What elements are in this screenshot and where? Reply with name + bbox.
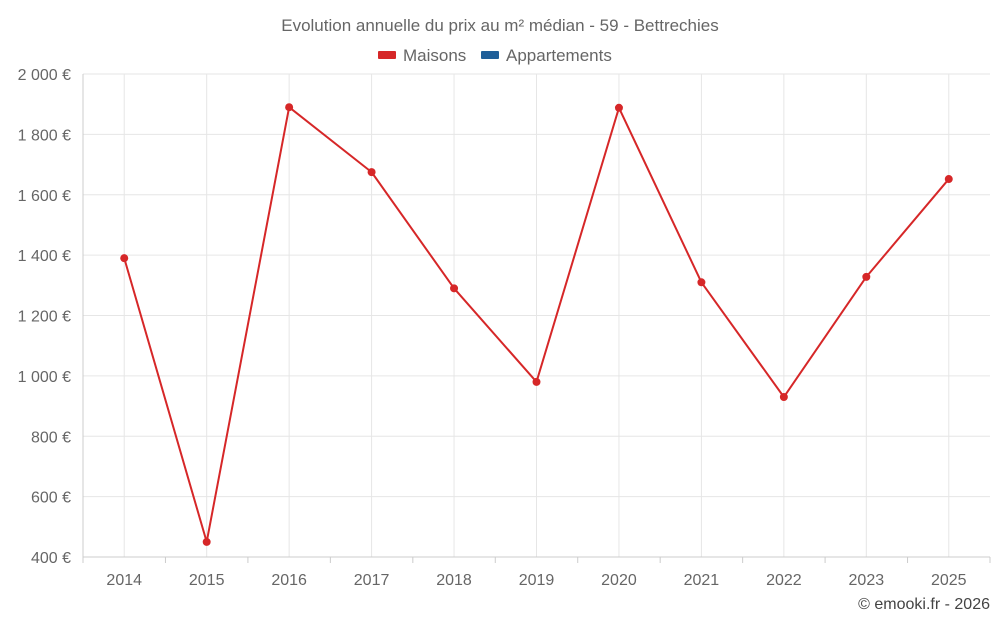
data-point-maisons-2017[interactable]	[367, 168, 376, 177]
data-point-maisons-2020[interactable]	[614, 103, 623, 112]
y-tick-label: 1 200 €	[18, 309, 71, 326]
data-point-maisons-2014[interactable]	[120, 254, 129, 263]
credit-text: © emooki.fr - 2026	[858, 596, 990, 613]
legend-label-appartements: Appartements	[506, 46, 612, 65]
x-tick-label: 2015	[189, 572, 225, 589]
legend-swatch-maisons	[378, 51, 396, 59]
data-point-maisons-2016[interactable]	[285, 103, 294, 112]
legend-item-maisons[interactable]: Maisons	[378, 46, 466, 65]
legend-label-maisons: Maisons	[403, 46, 466, 65]
y-axis: 400 € 600 € 800 € 1 000 € 1 200 € 1 400 € 1 60…	[18, 67, 84, 567]
x-tick-label: 2023	[849, 572, 885, 589]
x-tick-label: 2018	[436, 572, 472, 589]
legend-swatch-appartements	[481, 51, 499, 59]
y-tick-label: 400 €	[31, 550, 71, 567]
x-tick-label: 2020	[601, 572, 637, 589]
x-tick-label: 2014	[106, 572, 142, 589]
x-tick-label: 2017	[354, 572, 390, 589]
y-tick-label: 1 600 €	[18, 188, 71, 205]
series-maisons	[120, 103, 953, 546]
y-tick-label: 1 400 €	[18, 248, 71, 265]
data-point-maisons-2018[interactable]	[450, 284, 459, 293]
data-point-maisons-2021[interactable]	[697, 278, 706, 287]
data-point-maisons-2015[interactable]	[202, 537, 211, 546]
x-tick-label: 2021	[684, 572, 720, 589]
legend: Maisons Appartements	[378, 46, 612, 65]
y-tick-label: 1 000 €	[18, 369, 71, 386]
x-axis: 2014 2015 2016 2017 2018 2019 2020 2021 2022 2023…	[82, 556, 991, 589]
x-tick-label: 2025	[931, 572, 967, 589]
data-point-maisons-2023[interactable]	[862, 272, 871, 281]
gridlines	[83, 73, 990, 557]
y-tick-label: 600 €	[31, 490, 71, 507]
legend-item-appartements[interactable]: Appartements	[481, 46, 612, 65]
y-tick-label: 2 000 €	[18, 67, 71, 84]
data-point-maisons-2022[interactable]	[779, 393, 788, 402]
data-point-maisons-2019[interactable]	[532, 377, 541, 386]
x-tick-label: 2016	[271, 572, 307, 589]
chart-title: Evolution annuelle du prix au m² médian …	[281, 16, 719, 35]
y-tick-label: 1 800 €	[18, 127, 71, 144]
x-tick-label: 2019	[519, 572, 555, 589]
data-point-maisons-2025[interactable]	[944, 175, 953, 184]
x-tick-label: 2022	[766, 572, 802, 589]
y-tick-label: 800 €	[31, 429, 71, 446]
